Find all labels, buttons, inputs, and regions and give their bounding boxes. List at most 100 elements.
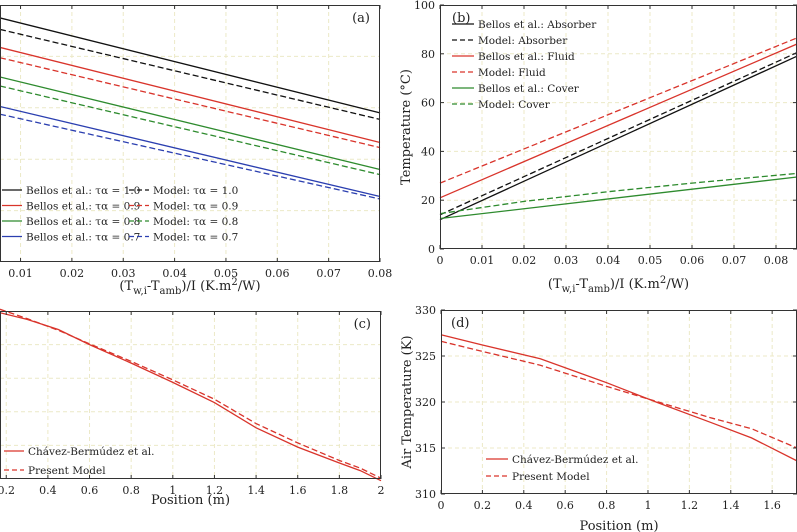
legend-label: Bellos et al.: Fluid [478, 51, 575, 63]
chart-panel-d: 0 0.2 0.4 0.6 0.8 1 1.2 1.4 1.6 310 315 320 325 330 (d… [400, 304, 797, 532]
legend-label: Bellos et al.: τα = 1.0 [26, 185, 140, 197]
legend: Bellos et al.: τα = 1.0 Model: τα = 1.0 Be… [2, 185, 238, 244]
y-tick-label: 310 [415, 488, 436, 501]
y-tick-label: 100 [414, 0, 435, 12]
x-tick-label: 1.6 [763, 499, 781, 512]
panel-label: (a) [352, 11, 370, 26]
x-tick-label: 0.08 [368, 267, 393, 280]
x-tick-label: 0.06 [680, 254, 705, 267]
series-line-6 [439, 172, 797, 215]
x-tick-label: 0.02 [512, 254, 537, 267]
x-tick-label: 1.8 [331, 484, 349, 497]
legend: Chávez-Bermúdez et al. Present Model [486, 454, 638, 483]
x-tick-label: 0.03 [111, 267, 136, 280]
legend-label: Bellos et al.: Cover [478, 83, 580, 95]
x-tick-label: 0.2 [474, 499, 492, 512]
panel-label: (b) [452, 11, 470, 26]
series-line-2 [440, 340, 797, 449]
x-axis-label: (Tw,i-Tamb)/I (K.m2/W) [119, 277, 260, 297]
legend-label: Model: Cover [478, 99, 551, 111]
series-line-2 [0, 308, 382, 479]
chart-panel-b: 0 0.01 0.02 0.03 0.04 0.05 0.06 0.07 0.08 0 20 40 60… [399, 0, 797, 295]
y-axis-label: Temperature (°C) [399, 69, 414, 185]
x-tick-label: 0.2 [0, 484, 15, 497]
legend-label: Chávez-Bermúdez et al. [28, 446, 154, 458]
legend-label: Bellos et al.: τα = 0.7 [26, 232, 140, 244]
legend-label: Chávez-Bermúdez et al. [512, 454, 638, 466]
series-line-6 [0, 85, 381, 176]
chart-panel-a: 0.01 0.02 0.03 0.04 0.05 0.06 0.07 0.08 (a) (Tw,i… [0, 5, 392, 297]
y-tick-label: 325 [415, 350, 436, 363]
x-tick-label: 0.04 [162, 267, 187, 280]
x-tick-label: 0.03 [554, 254, 579, 267]
series-line-3 [0, 46, 381, 144]
x-tick-label: 0.6 [556, 499, 574, 512]
series-line-3 [439, 43, 797, 199]
plot-frame [0, 311, 381, 479]
chart-panel-c: 0.2 0.4 0.6 0.8 1 1.2 1.4 1.6 1.8 2 (c) Position (m… [0, 308, 385, 508]
panel-label: (c) [354, 317, 371, 332]
legend-label: Model: τα = 0.8 [153, 216, 238, 228]
x-tick-label: 0.6 [81, 484, 99, 497]
plot-frame [0, 5, 380, 262]
x-tick-label: 0.07 [316, 267, 341, 280]
y-tick-label: 20 [421, 194, 435, 207]
x-tick-label: 0.04 [596, 254, 621, 267]
x-tick-label: 0.8 [122, 484, 140, 497]
series-line-4 [439, 37, 797, 184]
legend: Bellos et al.: Absorber Model: Absorber Be… [452, 19, 597, 111]
x-tick-label: 0.01 [470, 254, 495, 267]
x-tick-label: 0.07 [722, 254, 747, 267]
series-line-5 [439, 176, 797, 220]
legend: Chávez-Bermúdez et al. Present Model [4, 446, 154, 477]
y-tick-label: 315 [415, 442, 436, 455]
x-tick-label: 1.6 [289, 484, 307, 497]
legend-label: Model: Absorber [478, 35, 568, 47]
panel-label: (d) [451, 316, 469, 331]
series-line-1 [440, 334, 797, 462]
series-line-4 [0, 57, 381, 149]
y-tick-label: 60 [421, 97, 435, 110]
x-tick-label: 0 [438, 499, 445, 512]
y-tick-label: 330 [415, 304, 436, 317]
series-line-5 [0, 76, 381, 171]
series-line-7 [0, 105, 381, 198]
legend-label: Present Model [512, 471, 590, 483]
series-line-8 [0, 113, 381, 200]
x-tick-label: 0.4 [515, 499, 533, 512]
x-tick-label: 0 [437, 254, 444, 267]
y-tick-label: 80 [421, 48, 435, 61]
x-tick-label: 1 [644, 499, 651, 512]
series-line-1 [0, 17, 381, 114]
x-axis-label: Position (m) [151, 493, 230, 508]
x-axis-label: Position (m) [579, 519, 658, 532]
x-tick-label: 0.4 [39, 484, 57, 497]
x-tick-label: 1.4 [722, 499, 740, 512]
series-line-2 [439, 52, 797, 216]
series-line-2 [0, 28, 381, 121]
legend-label: Model: Fluid [478, 67, 546, 79]
legend-label: Bellos et al.: τα = 0.9 [26, 201, 140, 213]
x-tick-label: 0.05 [214, 267, 239, 280]
x-tick-label: 1.2 [681, 499, 699, 512]
legend-label: Model: τα = 0.7 [153, 232, 238, 244]
y-axis-label: Air Temperature (K) [400, 335, 415, 469]
y-tick-label: 40 [421, 145, 435, 158]
x-tick-label: 0.8 [598, 499, 616, 512]
x-tick-label: 2 [378, 484, 385, 497]
legend-label: Present Model [28, 465, 106, 477]
x-tick-label: 1.4 [247, 484, 265, 497]
x-tick-label: 0.05 [638, 254, 663, 267]
x-tick-label: 1 [169, 484, 176, 497]
legend-label: Bellos et al.: τα = 0.8 [26, 216, 140, 228]
legend-label: Model: τα = 1.0 [153, 185, 238, 197]
x-tick-label: 0.01 [8, 267, 33, 280]
legend-label: Model: τα = 0.9 [153, 201, 238, 213]
x-tick-label: 1.2 [206, 484, 224, 497]
y-tick-label: 0 [428, 243, 435, 256]
legend-label: Bellos et al.: Absorber [478, 19, 597, 31]
y-tick-label: 320 [415, 396, 436, 409]
x-tick-label: 0.06 [265, 267, 290, 280]
x-axis-label: (Tw,i-Tamb)/I (K.m2/W) [548, 275, 689, 295]
